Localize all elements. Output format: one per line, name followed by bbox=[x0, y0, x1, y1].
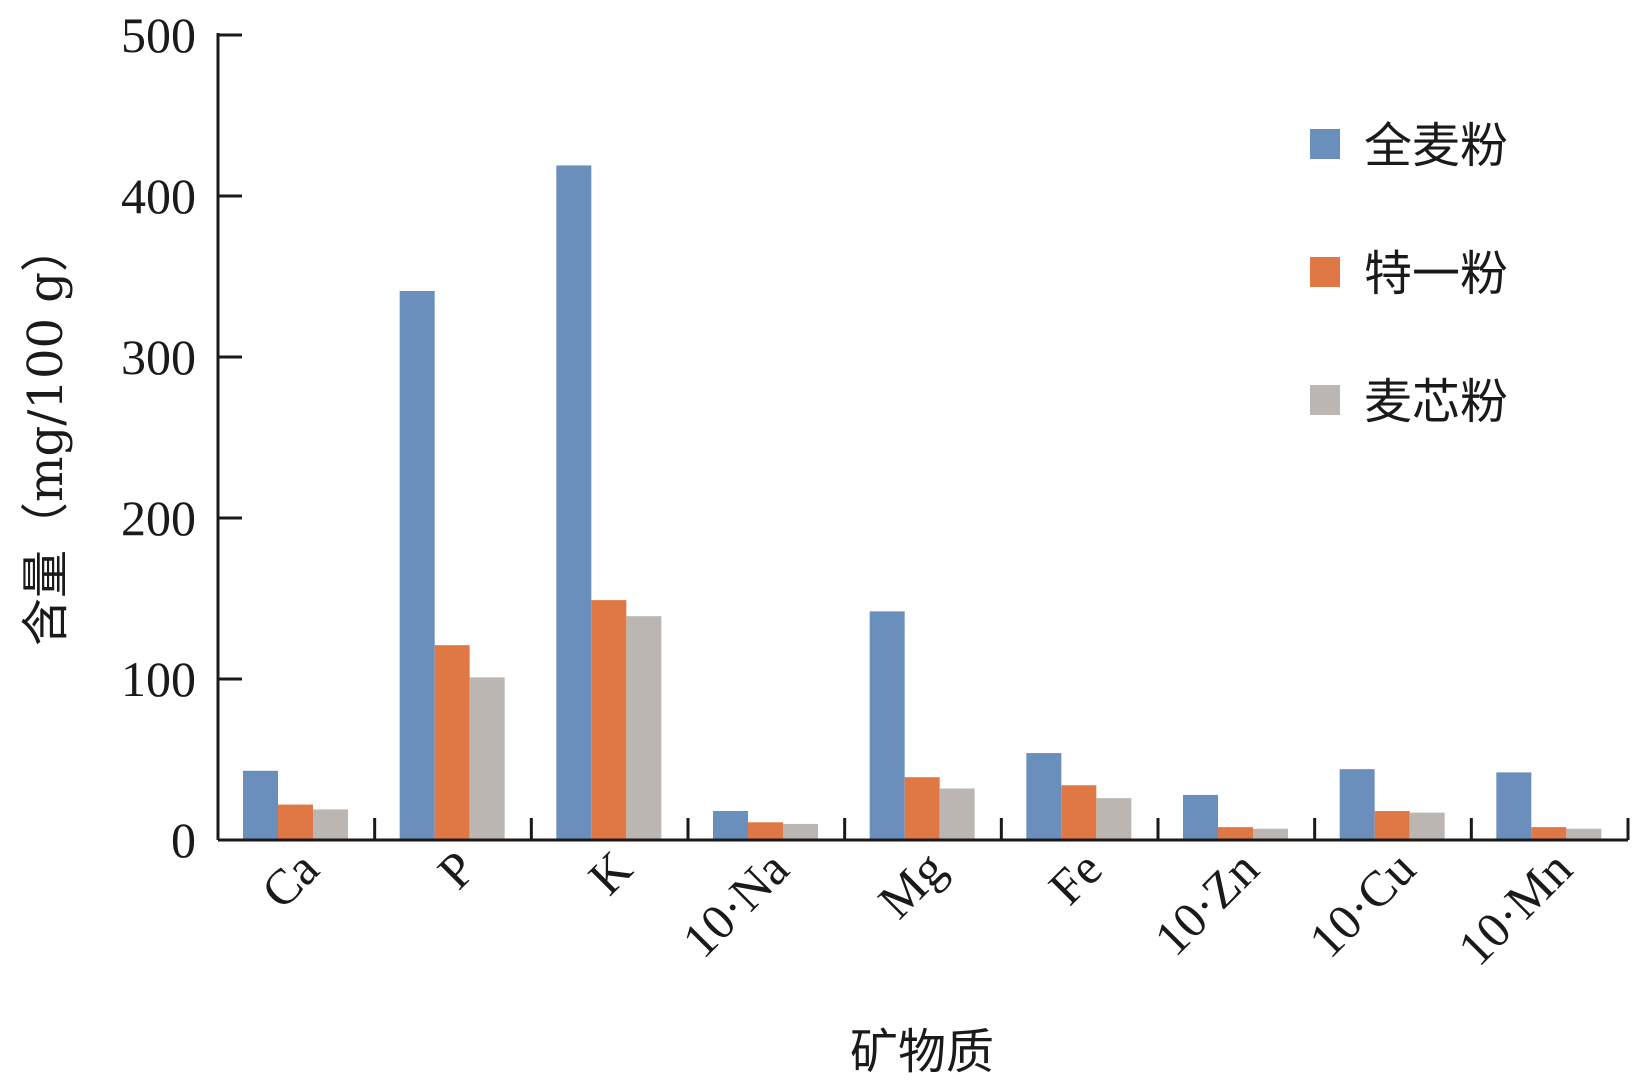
x-tick-label: 10·Na bbox=[671, 840, 799, 968]
legend-label-1: 全麦粉 bbox=[1364, 118, 1508, 174]
legend-label-2: 特一粉 bbox=[1364, 246, 1508, 302]
bar-mg-series-3 bbox=[939, 788, 975, 839]
y-axis-title: 含量（mg/100 g） bbox=[18, 224, 74, 646]
y-tick-label: 100 bbox=[121, 651, 196, 707]
bar-10mn-series-3 bbox=[1566, 828, 1602, 839]
bar-k-series-3 bbox=[626, 616, 662, 839]
bar-10na-series-3 bbox=[783, 823, 818, 839]
legend-swatch-2 bbox=[1310, 257, 1340, 287]
x-tick-label: 10·Cu bbox=[1298, 840, 1426, 968]
bar-10zn-series-2 bbox=[1218, 827, 1253, 839]
bar-10mn-series-2 bbox=[1531, 827, 1567, 839]
plot-area bbox=[243, 165, 1602, 839]
bar-10na-series-1 bbox=[713, 811, 748, 839]
x-tick-label: 10·Mn bbox=[1447, 840, 1583, 976]
y-tick-label: 200 bbox=[121, 490, 196, 546]
bar-10cu-series-1 bbox=[1339, 769, 1375, 839]
legend-swatch-1 bbox=[1310, 129, 1340, 159]
y-tick-label: 500 bbox=[121, 7, 196, 63]
bar-10cu-series-3 bbox=[1409, 812, 1445, 839]
x-axis: Ca P K 10·Na Mg Fe 10·Zn 10·Cu 10·Mn bbox=[218, 818, 1630, 976]
bar-10mn-series-1 bbox=[1496, 772, 1532, 839]
bar-10zn-series-1 bbox=[1183, 794, 1218, 839]
bar-ca-series-2 bbox=[278, 804, 313, 839]
bar-mg-series-1 bbox=[869, 611, 905, 839]
x-tick-label: Fe bbox=[1038, 840, 1113, 915]
y-tick-label: 300 bbox=[121, 329, 196, 385]
bar-10zn-series-3 bbox=[1253, 828, 1288, 839]
bar-10cu-series-2 bbox=[1374, 811, 1410, 839]
x-tick-label: K bbox=[577, 840, 642, 905]
bar-p-series-3 bbox=[469, 677, 505, 839]
x-tick-label: P bbox=[427, 840, 486, 899]
bar-fe-series-3 bbox=[1096, 798, 1132, 839]
y-tick-label: 0 bbox=[171, 812, 196, 868]
x-axis-title: 矿物质 bbox=[850, 1024, 994, 1080]
x-tick-label: 10·Zn bbox=[1143, 840, 1269, 966]
bar-k-series-1 bbox=[556, 165, 592, 839]
bar-mg-series-2 bbox=[904, 777, 940, 839]
legend-swatch-3 bbox=[1310, 385, 1340, 415]
bar-10na-series-2 bbox=[748, 822, 783, 839]
bar-p-series-1 bbox=[399, 290, 435, 839]
bar-fe-series-2 bbox=[1061, 785, 1097, 839]
x-tick-label: Mg bbox=[867, 840, 956, 929]
x-tick-label: Ca bbox=[250, 840, 329, 919]
y-axis: 0 100 200 300 400 500 bbox=[121, 7, 242, 868]
bar-ca-series-1 bbox=[243, 770, 278, 839]
y-tick-label: 400 bbox=[121, 168, 196, 224]
bar-p-series-2 bbox=[434, 645, 470, 839]
bar-ca-series-3 bbox=[313, 809, 348, 839]
bar-fe-series-1 bbox=[1026, 753, 1062, 839]
bar-k-series-2 bbox=[591, 600, 627, 839]
legend-label-3: 麦芯粉 bbox=[1364, 374, 1508, 430]
